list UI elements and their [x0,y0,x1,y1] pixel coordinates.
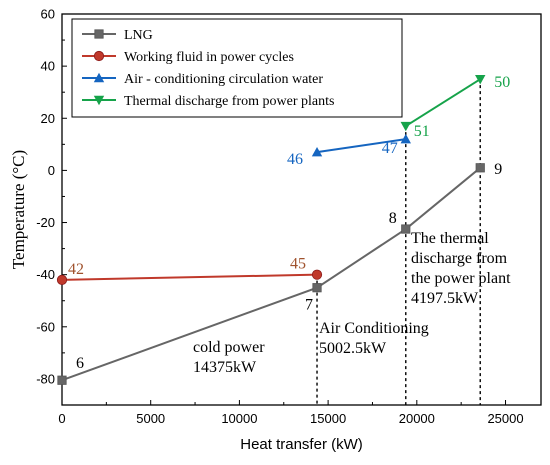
point-label: 9 [494,161,502,178]
point-label: 50 [494,74,510,91]
point-label: 45 [290,256,306,273]
y-tick-label: 20 [41,111,55,126]
point-label: 42 [68,261,84,278]
y-tick-label: 60 [41,7,55,22]
legend-swatch-marker [94,29,104,39]
series-point-2 [311,146,323,157]
point-label: 6 [76,355,84,372]
annotation-text: cold power [193,339,265,356]
series-point-0 [475,163,485,173]
annotation-text: 5002.5kW [319,340,387,357]
x-tick-label: 0 [58,411,65,426]
y-tick-label: -40 [36,267,55,282]
series-point-1 [56,274,68,285]
x-tick-label: 20000 [399,411,435,426]
legend-swatch-marker [93,95,105,106]
series-line-0 [61,167,481,382]
legend-entry: LNG [124,28,153,43]
y-tick-label: -60 [36,319,55,334]
annotation-text: 4197.5kW [411,290,479,307]
annotation-text: The thermal [411,230,489,247]
y-tick-label: 0 [48,163,55,178]
point-label: 51 [414,123,430,140]
y-tick-label: -20 [36,215,55,230]
x-tick-label: 15000 [310,411,346,426]
series-line-3 [405,78,481,127]
annotation-text: discharge from [411,250,508,267]
series-point-0 [401,224,411,234]
x-tick-label: 10000 [221,411,257,426]
y-tick-label: -80 [36,371,55,386]
y-axis-title: Temperature (°C) [9,150,28,269]
legend-swatch-marker [93,72,105,83]
series-point-1 [311,269,323,280]
y-tick-label: 40 [41,59,55,74]
series-point-3 [475,74,486,85]
legend-entry: Working fluid in power cycles [124,50,294,65]
legend-entry: Air - conditioning circulation water [124,72,323,87]
series-point-3 [400,121,411,132]
legend-box [71,18,403,118]
series-point-0 [312,283,322,293]
series-point-0 [57,375,67,385]
x-axis-title: Heat transfer (kW) [240,436,363,453]
plot-frame [61,13,542,406]
annotation-text: the power plant [411,270,511,287]
annotation-text: 14375kW [193,359,257,376]
x-tick-label: 5000 [136,411,165,426]
series-line-2 [316,138,406,154]
x-tick-label: 25000 [487,411,523,426]
point-label: 47 [382,140,398,157]
legend-swatch-marker [93,50,105,62]
point-label: 7 [305,297,313,314]
point-label: 46 [287,151,303,168]
series-line-1 [61,273,318,281]
point-label: 8 [389,210,397,227]
annotation-text: Air Conditioning [319,320,429,337]
legend-entry: Thermal discharge from power plants [124,94,334,109]
series-point-2 [400,133,411,144]
